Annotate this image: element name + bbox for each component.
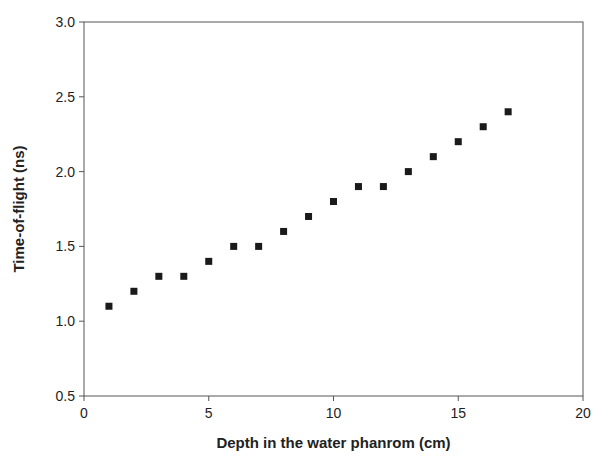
axes: 0 5 10 15 20 0.5 1.0 1.5 2.0 2.5 3.0: [56, 14, 591, 421]
point: [505, 108, 512, 115]
chart-container: 0 5 10 15 20 0.5 1.0 1.5 2.0 2.5 3.0 Depth in the w…: [0, 0, 607, 472]
point: [480, 123, 487, 130]
point: [105, 303, 112, 310]
x-tick-label: 10: [326, 405, 342, 421]
x-tick-label: 20: [575, 405, 591, 421]
point: [155, 273, 162, 280]
y-axis-label: Time-of-flight (ns): [10, 145, 27, 272]
x-tick: [208, 396, 209, 401]
background: [0, 0, 607, 472]
y-tick-label: 2.0: [56, 164, 76, 180]
point: [455, 138, 462, 145]
x-tick-label: 15: [450, 405, 466, 421]
y-tick-label: 3.0: [56, 14, 76, 30]
point: [330, 198, 337, 205]
point: [305, 213, 312, 220]
point: [355, 183, 362, 190]
y-tick-label: 2.5: [56, 89, 76, 105]
y-tick: [79, 171, 84, 172]
y-tick-label: 1.0: [56, 313, 76, 329]
point: [280, 228, 287, 235]
chart-svg: 0 5 10 15 20 0.5 1.0 1.5 2.0 2.5 3.0 Depth in the w…: [0, 0, 607, 472]
y-tick: [79, 246, 84, 247]
y-tick: [79, 321, 84, 322]
y-tick-label: 1.5: [56, 238, 76, 254]
point: [405, 168, 412, 175]
x-tick: [84, 396, 85, 401]
y-tick: [79, 396, 84, 397]
point: [205, 258, 212, 265]
y-tick-label: 0.5: [56, 388, 76, 404]
x-tick: [458, 396, 459, 401]
point: [130, 288, 137, 295]
x-tick: [583, 396, 584, 401]
point: [430, 153, 437, 160]
x-tick: [333, 396, 334, 401]
x-axis-label: Depth in the water phanrom (cm): [216, 434, 450, 451]
point: [180, 273, 187, 280]
y-tick: [79, 96, 84, 97]
point: [255, 243, 262, 250]
point: [230, 243, 237, 250]
points: [105, 108, 511, 309]
x-tick-label: 0: [80, 405, 88, 421]
y-tick: [79, 22, 84, 23]
point: [380, 183, 387, 190]
plot-frame: [84, 22, 583, 396]
x-tick-label: 5: [205, 405, 213, 421]
